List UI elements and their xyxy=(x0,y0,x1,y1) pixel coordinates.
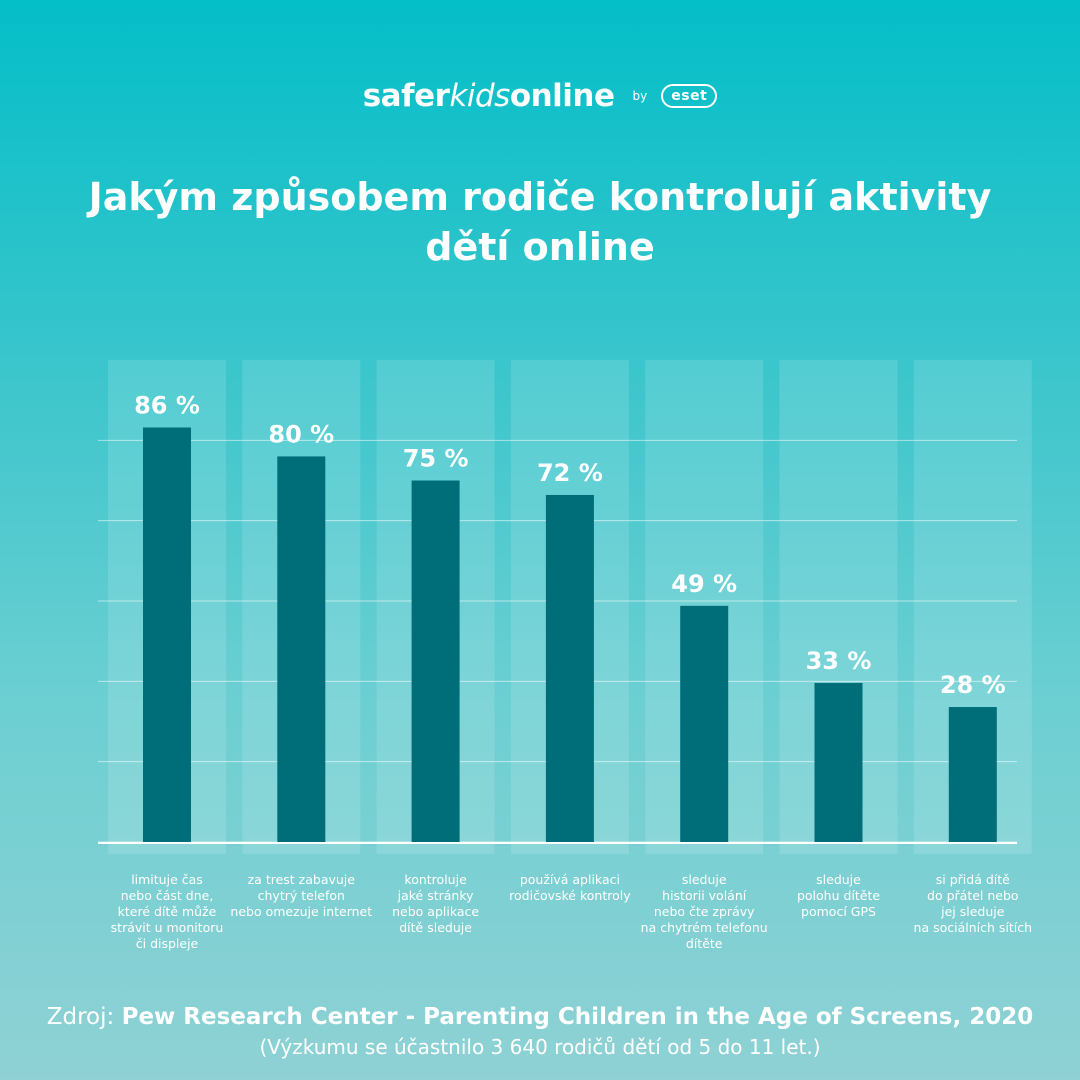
data-label: 86 % xyxy=(134,391,200,419)
category-label: kontroluje jaké stránky nebo aplikace dí… xyxy=(392,872,480,935)
category-label: za trest zabavuje chytrý telefon nebo om… xyxy=(230,872,373,919)
bar xyxy=(948,707,997,842)
bar-chart: 86 % 80 % 75 % 72 % 49 % 33 % 28 % xyxy=(98,360,1032,854)
brand-by: by xyxy=(632,89,648,103)
data-label: 49 % xyxy=(671,570,737,598)
source-line: Zdroj: Pew Research Center - Parenting C… xyxy=(46,1004,1034,1030)
bar xyxy=(545,494,594,842)
brand-logo: saferkidsonline by eset xyxy=(0,78,1080,114)
bar xyxy=(680,605,729,842)
data-label: 72 % xyxy=(537,459,603,487)
data-label: 80 % xyxy=(268,420,334,448)
category-label: limituje čas nebo část dne, které dítě m… xyxy=(110,872,224,951)
data-label: 33 % xyxy=(806,647,872,675)
source-note: (Výzkumu se účastnilo 3 640 rodičů dětí … xyxy=(259,1035,821,1059)
chart-title: Jakým způsobem rodiče kontrolují aktivit… xyxy=(88,175,992,269)
category-label: používá aplikaci rodičovské kontroly xyxy=(509,872,631,903)
bar xyxy=(814,682,863,842)
data-label: 28 % xyxy=(940,671,1006,699)
brand-name: saferkidsonline xyxy=(362,78,615,114)
bar xyxy=(143,427,191,842)
bar xyxy=(277,456,326,842)
data-label: 75 % xyxy=(403,445,469,473)
eset-logo: eset xyxy=(661,84,718,108)
category-label: si přidá dítě do přátel nebo jej sleduje… xyxy=(913,872,1033,935)
bar xyxy=(411,480,460,842)
category-label: sleduje historii volání nebo čte zprávy … xyxy=(640,872,768,951)
category-label: sleduje polohu dítěte pomocí GPS xyxy=(796,872,881,919)
